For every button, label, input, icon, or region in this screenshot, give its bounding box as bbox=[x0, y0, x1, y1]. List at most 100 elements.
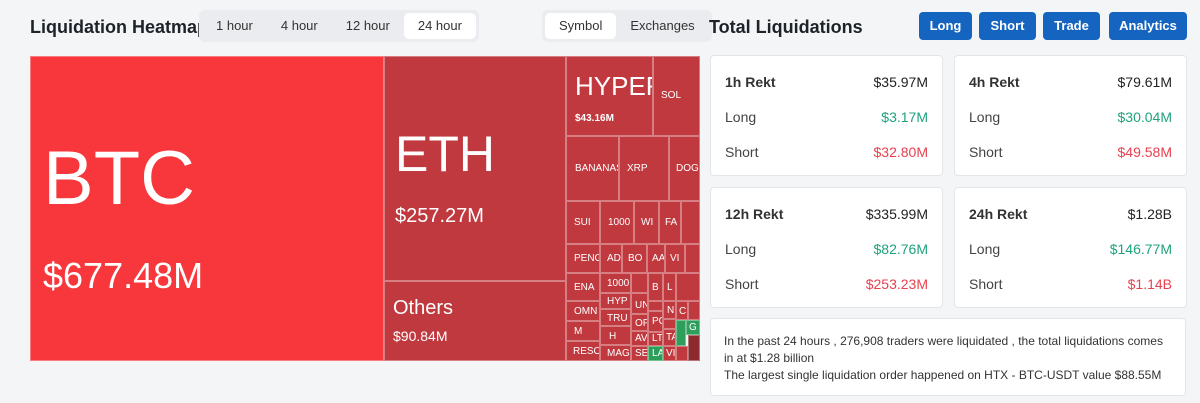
heatmap-tile[interactable] bbox=[676, 273, 700, 301]
heatmap-tile[interactable]: BANANAS bbox=[566, 136, 619, 201]
tile-label: RESO bbox=[573, 346, 600, 357]
stat-label: 1h Rekt bbox=[725, 74, 776, 90]
heatmap-tile[interactable] bbox=[631, 273, 648, 293]
heatmap-tile[interactable]: UN bbox=[631, 293, 648, 314]
heatmap-tile[interactable]: BO bbox=[622, 244, 647, 273]
stat-label: 24h Rekt bbox=[969, 206, 1028, 222]
heatmap-tile[interactable]: B bbox=[648, 273, 663, 301]
time-tab[interactable]: 24 hour bbox=[403, 13, 476, 39]
heatmap-tile[interactable]: OP bbox=[631, 314, 648, 331]
stat-value: $146.77M bbox=[1109, 241, 1172, 257]
tile-label: HYP bbox=[607, 296, 628, 307]
tile-label: WI bbox=[641, 217, 654, 228]
heatmap-tile[interactable] bbox=[688, 301, 700, 320]
stat-label: Short bbox=[969, 144, 1003, 160]
heatmap-tile[interactable]: ENA bbox=[566, 273, 600, 301]
tile-label: MAG bbox=[607, 348, 630, 359]
heatmap-tile[interactable]: FA bbox=[659, 201, 681, 244]
heatmap-tile[interactable]: BTC $677.48M bbox=[30, 56, 384, 361]
heatmap-tile[interactable] bbox=[663, 319, 676, 329]
heatmap-tile[interactable]: SUI bbox=[566, 201, 600, 244]
heatmap-tile[interactable]: DOGE bbox=[669, 136, 700, 201]
heatmap-tile[interactable]: VI bbox=[665, 244, 685, 273]
stat-row: Long $3.17M bbox=[725, 109, 928, 125]
heatmap-tile[interactable]: ETH $257.27M bbox=[384, 56, 566, 281]
heatmap-tile[interactable]: SE bbox=[631, 346, 648, 361]
tile-value: $257.27M bbox=[395, 205, 484, 227]
action-button[interactable]: Long bbox=[919, 12, 972, 40]
tile-label: VI bbox=[670, 253, 680, 264]
stat-value: $32.80M bbox=[873, 144, 928, 160]
view-tab[interactable]: Symbol bbox=[545, 13, 617, 39]
stat-row: 1h Rekt $35.97M bbox=[725, 74, 928, 90]
heatmap-tile[interactable]: H bbox=[600, 326, 631, 345]
stat-row: 24h Rekt $1.28B bbox=[969, 206, 1172, 222]
stat-label: Short bbox=[725, 276, 759, 292]
heatmap-tile[interactable]: AV bbox=[631, 331, 648, 346]
tile-label: TA bbox=[666, 332, 675, 343]
tile-label: PENG bbox=[574, 253, 600, 264]
stat-label: Short bbox=[725, 144, 759, 160]
time-tab[interactable]: 12 hour bbox=[345, 18, 390, 33]
heatmap-tile[interactable] bbox=[681, 201, 700, 244]
heatmap-tile[interactable]: 1000 bbox=[600, 273, 631, 293]
heatmap-tile[interactable] bbox=[688, 335, 700, 361]
heatmap-tile[interactable]: G bbox=[686, 320, 700, 335]
heatmap-tile[interactable] bbox=[685, 244, 700, 273]
heatmap-tile[interactable] bbox=[676, 346, 688, 361]
heatmap-tile[interactable]: AA bbox=[647, 244, 665, 273]
tile-label: PO bbox=[652, 316, 662, 327]
heatmap-tile[interactable]: C bbox=[676, 301, 688, 320]
heatmap-tile[interactable]: N bbox=[663, 301, 676, 319]
stat-label: 4h Rekt bbox=[969, 74, 1020, 90]
heatmap-tile[interactable]: TA bbox=[663, 329, 676, 346]
heatmap-tile[interactable]: LT bbox=[648, 332, 663, 346]
tile-value: $90.84M bbox=[393, 328, 448, 344]
heatmap-tile[interactable]: TRU bbox=[600, 309, 631, 326]
heatmap-tile[interactable]: HYPER $43.16M bbox=[566, 56, 653, 136]
tile-label: LA bbox=[652, 348, 662, 359]
stat-row: 12h Rekt $335.99M bbox=[725, 206, 928, 222]
heatmap-tile[interactable]: PENG bbox=[566, 244, 600, 273]
note-card: In the past 24 hours , 276,908 traders w… bbox=[710, 318, 1186, 396]
heatmap-tile[interactable]: WI bbox=[634, 201, 659, 244]
heatmap-tile[interactable]: RESO bbox=[566, 341, 600, 361]
tile-label: SE bbox=[635, 348, 648, 359]
heatmap-tile[interactable]: SOL bbox=[653, 56, 700, 136]
tile-label: 1000 bbox=[608, 217, 631, 228]
stat-row: Long $82.76M bbox=[725, 241, 928, 257]
view-tab[interactable]: Exchanges bbox=[630, 18, 695, 33]
time-tab[interactable]: 1 hour bbox=[216, 18, 253, 33]
stat-value: $35.97M bbox=[873, 74, 928, 90]
time-tab[interactable]: 4 hour bbox=[280, 18, 318, 33]
heatmap-tile[interactable]: HYP bbox=[600, 293, 631, 309]
heatmap-tile[interactable]: VI bbox=[663, 346, 676, 361]
action-button[interactable]: Short bbox=[979, 12, 1036, 40]
tile-value: $43.16M bbox=[575, 112, 614, 124]
action-button[interactable]: Trade bbox=[1043, 12, 1100, 40]
heatmap-tile[interactable]: OMN bbox=[566, 301, 600, 321]
action-button[interactable]: Analytics bbox=[1109, 12, 1187, 40]
stat-row: Short $32.80M bbox=[725, 144, 928, 160]
heatmap-tile[interactable]: L bbox=[663, 273, 676, 301]
tile-label: HYPER bbox=[575, 71, 652, 101]
heatmap-tile[interactable]: 1000 bbox=[600, 201, 634, 244]
heatmap-tile[interactable] bbox=[676, 320, 686, 346]
heatmap-tile[interactable] bbox=[648, 301, 663, 311]
tile-label: AV bbox=[635, 333, 648, 344]
heatmap-tile[interactable]: LA bbox=[648, 346, 663, 361]
heatmap-tile[interactable]: AD bbox=[600, 244, 622, 273]
heatmap-title: Liquidation Heatmap bbox=[30, 17, 209, 37]
stat-row: Long $30.04M bbox=[969, 109, 1172, 125]
heatmap-tile[interactable]: M bbox=[566, 321, 600, 341]
tile-label: M bbox=[574, 326, 583, 337]
heatmap-tile[interactable]: XRP bbox=[619, 136, 669, 201]
stat-label: Long bbox=[969, 241, 1001, 257]
heatmap-tile[interactable]: PO bbox=[648, 311, 663, 332]
stat-row: Short $253.23M bbox=[725, 276, 928, 292]
tile-label: SUI bbox=[574, 217, 591, 228]
heatmap-tile[interactable]: Others $90.84M bbox=[384, 281, 566, 361]
stat-row: Short $1.14B bbox=[969, 276, 1172, 292]
heatmap-tile[interactable]: MAG bbox=[600, 345, 631, 361]
tile-label: N bbox=[667, 305, 675, 316]
